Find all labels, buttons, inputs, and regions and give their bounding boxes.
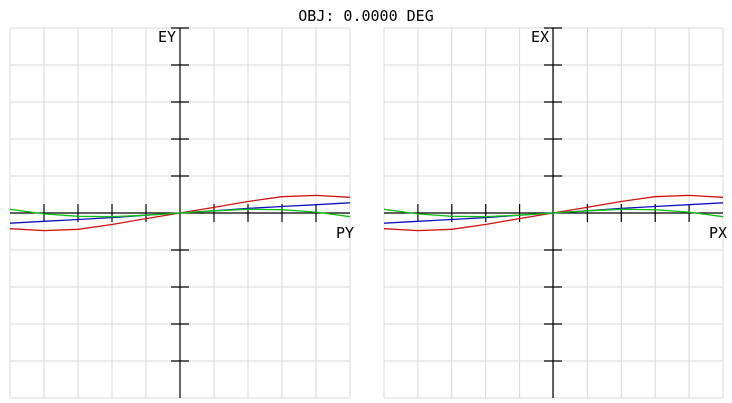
series-line-2 (9, 208, 351, 218)
y-axis-label: EX (531, 28, 549, 46)
y-axis-label: EY (158, 28, 176, 46)
figure-title: OBJ: 0.0000 DEG (298, 7, 433, 25)
x-axis-label: PY (336, 224, 354, 242)
sagittal-fan-panel: EX PX (383, 27, 727, 399)
series-line-2 (383, 208, 724, 218)
x-axis-label: PX (709, 224, 727, 242)
tangential-fan-panel: EY PY (9, 27, 354, 399)
